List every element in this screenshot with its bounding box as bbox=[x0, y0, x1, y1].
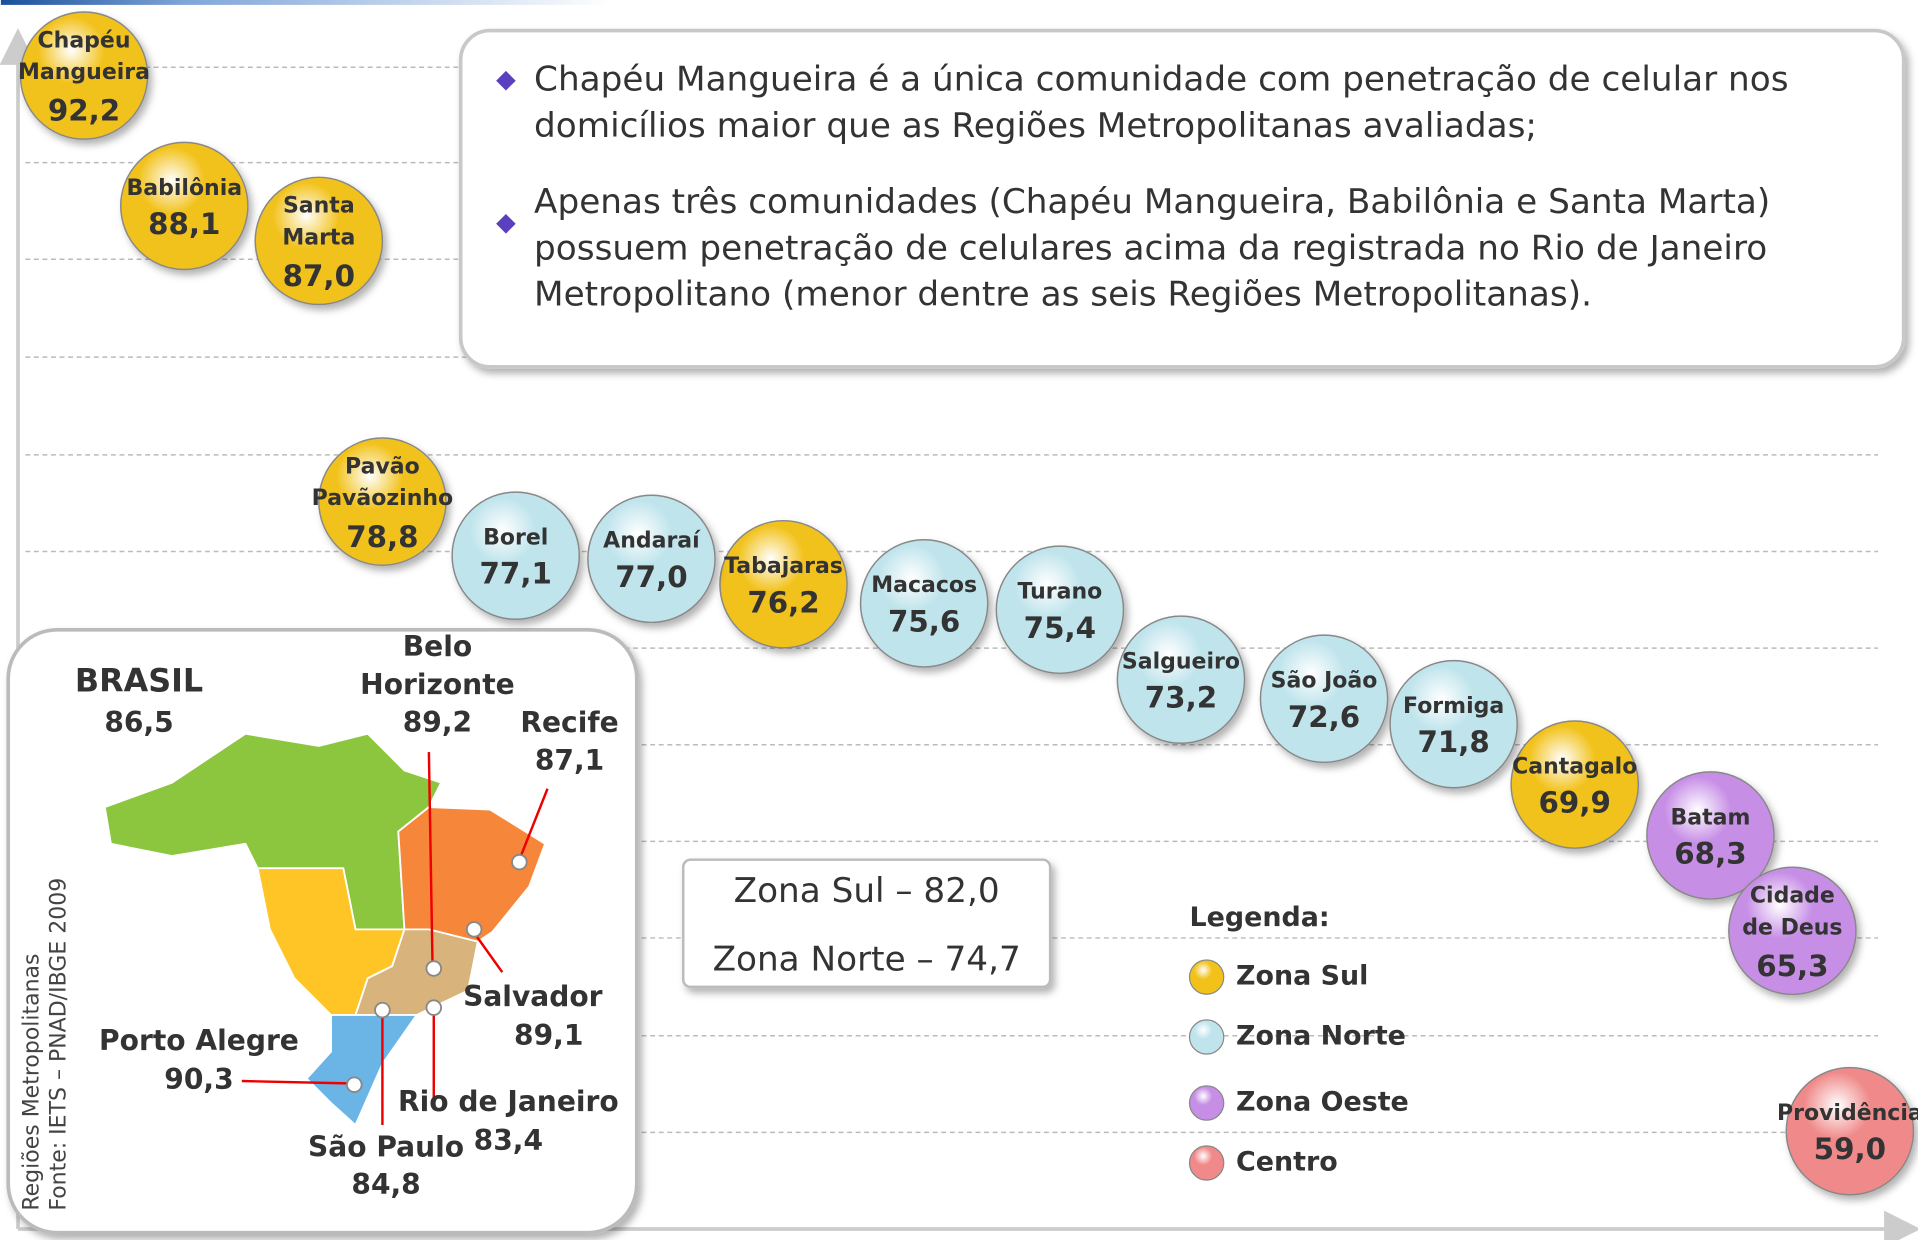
map bbox=[103, 732, 547, 1127]
connectors bbox=[241, 752, 549, 1126]
map-label: Rio de Janeiro bbox=[398, 1085, 619, 1118]
region-south bbox=[305, 1014, 419, 1127]
bubble bbox=[451, 491, 581, 620]
legend-swatch bbox=[1188, 1085, 1225, 1121]
value-label: 77,0 bbox=[615, 560, 687, 594]
legend-label: Centro bbox=[1236, 1146, 1338, 1177]
legend: Zona Sul Zona Norte Zona Oeste Centro bbox=[1188, 959, 1409, 1181]
bubble bbox=[1510, 720, 1640, 849]
map-value: 84,8 bbox=[351, 1168, 420, 1201]
bubble-label: São João bbox=[1271, 669, 1378, 694]
top-bar bbox=[0, 0, 613, 5]
value-label: 87,0 bbox=[283, 259, 355, 293]
map-value: 86,5 bbox=[104, 706, 173, 739]
bubble-label: Formiga bbox=[1403, 694, 1504, 719]
map-labels: BRASIL 86,5 Belo Horizonte 89,2 Recife 87,1 Sal… bbox=[20, 630, 619, 1211]
bubble bbox=[318, 437, 447, 566]
value-label: 72,6 bbox=[1288, 700, 1360, 734]
city-dots bbox=[346, 853, 528, 1093]
value-label: 77,1 bbox=[480, 557, 552, 591]
value-label: 78,8 bbox=[346, 520, 418, 554]
value-label: 88,1 bbox=[148, 207, 220, 241]
bubble bbox=[1728, 866, 1857, 996]
bubble-label: Macacos bbox=[871, 573, 977, 598]
notes: Chapéu Mangueira é a única comunidade co… bbox=[534, 58, 1789, 315]
bubble-label: Pavão Pavãozinho bbox=[312, 454, 453, 511]
bubble-label: Cantagalo bbox=[1512, 754, 1637, 779]
value-label: 68,3 bbox=[1674, 837, 1746, 871]
bubble bbox=[1389, 659, 1518, 789]
bubble bbox=[119, 141, 249, 271]
map-value: 87,1 bbox=[535, 744, 604, 777]
bubble bbox=[1785, 1066, 1915, 1196]
bubble bbox=[859, 539, 989, 668]
summary: Zona Sul – 82,0 bbox=[734, 871, 1000, 911]
bullet bbox=[496, 214, 516, 234]
value-label: 71,8 bbox=[1417, 725, 1489, 759]
notes-box bbox=[458, 28, 1906, 369]
legend-label: Zona Sul bbox=[1236, 961, 1368, 992]
legend-swatch bbox=[1188, 959, 1225, 995]
bubble-label: Chapéu Mangueira bbox=[18, 28, 150, 85]
map-caption: Fonte: IETS – PNAD/IBGE 2009 bbox=[47, 878, 72, 1211]
bubble bbox=[254, 176, 384, 306]
map-value: 89,2 bbox=[403, 706, 472, 739]
bubble bbox=[995, 545, 1125, 675]
legend-title: Legenda: bbox=[1190, 902, 1330, 933]
map-label: Porto Alegre bbox=[99, 1024, 299, 1057]
bubble bbox=[719, 519, 848, 649]
bubble-label: Santa Marta bbox=[282, 194, 355, 251]
value-label: 65,3 bbox=[1756, 949, 1828, 983]
legend-swatch bbox=[1188, 1145, 1225, 1181]
value-label: 73,2 bbox=[1145, 681, 1217, 715]
value-label: 75,4 bbox=[1024, 611, 1096, 645]
bubble bbox=[1646, 771, 1775, 900]
bubble-label: Tabajaras bbox=[724, 554, 843, 579]
bubble-label: Turano bbox=[1018, 580, 1103, 605]
bubble bbox=[19, 11, 149, 140]
map-value: 89,1 bbox=[514, 1019, 583, 1052]
map-value: 83,4 bbox=[474, 1124, 543, 1157]
bubble bbox=[1116, 615, 1246, 744]
legend-label: Zona Oeste bbox=[1236, 1087, 1409, 1118]
value-label: 75,6 bbox=[888, 604, 960, 638]
note: Apenas três comunidades (Chapéu Mangueir… bbox=[534, 180, 1771, 315]
value-label: 69,9 bbox=[1539, 786, 1611, 820]
legend-swatch bbox=[1188, 1019, 1225, 1055]
bubble-label: Salgueiro bbox=[1122, 650, 1240, 675]
bubble-label: Andaraí bbox=[603, 529, 701, 554]
value-label: 59,0 bbox=[1814, 1132, 1886, 1166]
bubble bbox=[1259, 634, 1389, 764]
bubble bbox=[587, 494, 716, 624]
legend-label: Zona Norte bbox=[1236, 1021, 1406, 1052]
summary-box bbox=[682, 858, 1052, 989]
bubble-label: Cidade de Deus bbox=[1742, 884, 1842, 941]
bubble-label: Borel bbox=[483, 526, 548, 551]
bubbles: Chapéu Mangueira 92,2 Babilônia 88,1 Santa Mar… bbox=[18, 11, 1918, 1196]
note: Chapéu Mangueira é a única comunidade co… bbox=[534, 58, 1789, 146]
map-label: São Paulo bbox=[308, 1130, 464, 1163]
bubble-label: Babilônia bbox=[127, 176, 243, 201]
map-label: Salvador bbox=[463, 980, 603, 1013]
bubble-label: Providência bbox=[1777, 1101, 1918, 1126]
value-label: 76,2 bbox=[747, 585, 819, 619]
summary: Zona Norte – 74,7 bbox=[713, 940, 1021, 980]
map-label: BRASIL bbox=[75, 662, 203, 699]
map-value: 90,3 bbox=[164, 1063, 233, 1096]
bubble-label: Batam bbox=[1671, 805, 1751, 830]
map-label: Belo Horizonte bbox=[360, 630, 515, 701]
value-label: 92,2 bbox=[48, 94, 120, 128]
map-caption: Regiões Metropolitanas bbox=[20, 953, 45, 1210]
bullet bbox=[496, 70, 516, 91]
map-label: Recife bbox=[520, 706, 618, 739]
